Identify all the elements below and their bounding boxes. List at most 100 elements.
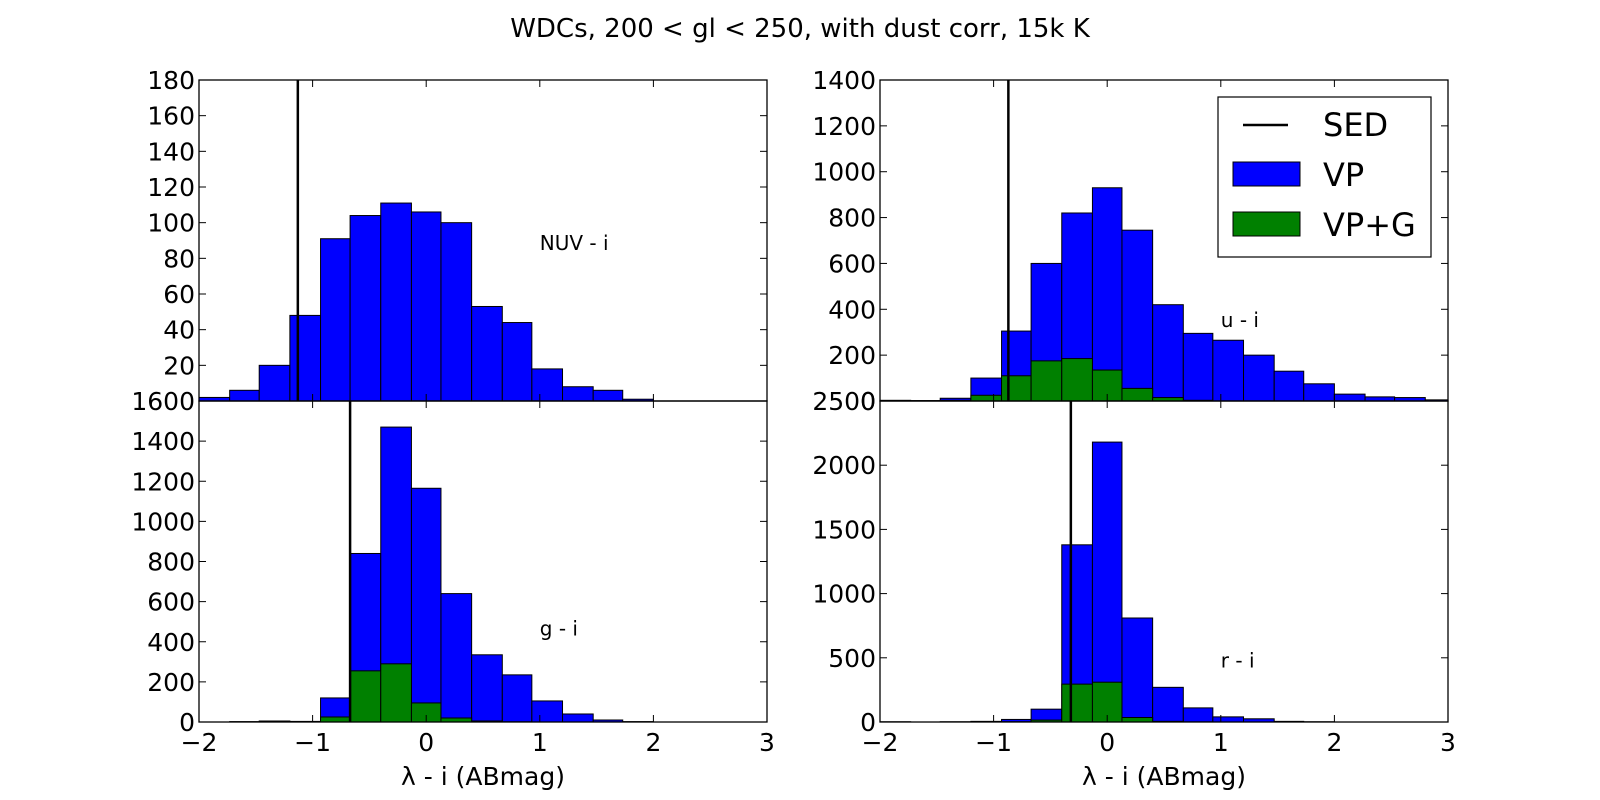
- bar-vp-g-8: [1121, 717, 1154, 722]
- bar-vp-4: [320, 238, 351, 401]
- bar-vp-12: [562, 386, 594, 401]
- bar-vp-g-8: [1121, 387, 1154, 401]
- figure-title: WDCs, 200 < gl < 250, with dust corr, 15…: [510, 14, 1091, 44]
- bar-vp-8: [1121, 229, 1154, 401]
- ytick-label: 0: [179, 708, 195, 737]
- panel-annotation: g - i: [540, 616, 578, 640]
- ytick-label: 1000: [812, 580, 876, 609]
- bar-vp-g-6: [1061, 358, 1093, 401]
- xtick-label: 3: [759, 728, 775, 757]
- legend-vp-label: VP: [1323, 156, 1364, 194]
- bar-vp-15: [1333, 393, 1366, 401]
- bar-vp-6: [380, 202, 412, 401]
- panel-annotation: u - i: [1221, 308, 1259, 332]
- ytick-label: 0: [860, 387, 876, 416]
- xtick-label: 1: [532, 728, 548, 757]
- ytick-label: 180: [147, 66, 195, 95]
- xtick-label: 2: [645, 728, 661, 757]
- bar-vp-13: [592, 389, 624, 401]
- bar-vp-g-5: [1030, 360, 1063, 401]
- panel-top-right: 0 200 400 600 800 1000 1200 1400 u - i: [812, 66, 1449, 416]
- ytick-label: 2500: [812, 387, 876, 416]
- panel-annotation: r - i: [1221, 648, 1255, 672]
- bar-vp-7: [1091, 187, 1123, 401]
- ytick-label: 1400: [812, 66, 876, 95]
- ytick-label: 100: [147, 209, 195, 238]
- ytick-label: 160: [147, 102, 195, 131]
- legend-sed-label: SED: [1323, 106, 1388, 144]
- bar-vp-g-6: [1061, 683, 1093, 722]
- bar-vp-10: [501, 674, 533, 722]
- plot-area: [880, 401, 1335, 722]
- bar-vp-2: [258, 364, 291, 401]
- bar-vp-g-5: [349, 670, 382, 722]
- legend-vp-swatch: [1232, 161, 1301, 187]
- xtick-label: 0: [1099, 728, 1115, 757]
- ytick-label: 1500: [812, 515, 876, 544]
- ytick-label: 1000: [812, 158, 876, 187]
- bar-vp-8: [440, 222, 473, 401]
- bar-vp-11: [531, 700, 564, 722]
- ytick-label: 400: [828, 295, 876, 324]
- ytick-label: 40: [163, 316, 195, 345]
- axes-frame: [879, 400, 1449, 723]
- ytick-label: 120: [147, 173, 195, 202]
- ytick-label: 2000: [812, 451, 876, 480]
- ytick-label: 1400: [131, 427, 195, 456]
- bar-vp-11: [1212, 339, 1245, 401]
- ytick-label: 500: [828, 644, 876, 673]
- bar-vp-13: [1273, 370, 1305, 401]
- xtick-label: −1: [975, 728, 1012, 757]
- bar-vp-14: [1303, 383, 1335, 401]
- panel-annotation: NUV - i: [540, 231, 609, 255]
- bar-vp-8: [1121, 617, 1154, 722]
- ytick-label: 0: [860, 708, 876, 737]
- bar-vp-7: [1091, 441, 1123, 722]
- bar-vp-10: [1182, 707, 1214, 722]
- xtick-label: 0: [418, 728, 434, 757]
- ytick-label: 1600: [131, 387, 195, 416]
- panel-top-left: 20 40 60 80 100 120 140 160 180 NUV - i: [147, 66, 768, 402]
- ytick-label: 600: [147, 588, 195, 617]
- bar-vp-g-6: [380, 663, 412, 722]
- bar-vp-7: [410, 487, 442, 722]
- bar-vp-g-4: [320, 716, 351, 722]
- legend-vpg-swatch: [1232, 211, 1301, 237]
- plot-area: [880, 80, 1448, 401]
- ytick-label: 1200: [812, 112, 876, 141]
- bar-vp-11: [531, 368, 564, 401]
- ytick-label: 400: [147, 628, 195, 657]
- plot-area: [229, 401, 654, 722]
- bar-vp-3: [289, 314, 322, 401]
- plot-area: [199, 80, 654, 401]
- x-axis-label: λ - i (ABmag): [1082, 762, 1246, 791]
- bar-vp-11: [1212, 716, 1245, 722]
- xtick-label: −2: [181, 728, 218, 757]
- bar-vp-13: [592, 719, 624, 722]
- bar-vp-9: [1152, 686, 1184, 722]
- ytick-label: 200: [828, 341, 876, 370]
- panel-bottom-left: 0 200 400 600 800 1000 1200 1400 1600 −2 −1 0 1 2 3 g -…: [131, 387, 775, 791]
- bar-vp-10: [1182, 332, 1214, 401]
- bar-vp-12: [1243, 354, 1275, 401]
- ytick-label: 800: [828, 204, 876, 233]
- ytick-label: 800: [147, 548, 195, 577]
- x-axis-label: λ - i (ABmag): [401, 762, 565, 791]
- bar-vp-12: [562, 713, 594, 722]
- ytick-label: 80: [163, 244, 195, 273]
- xtick-label: 2: [1326, 728, 1342, 757]
- bar-vp-9: [1152, 304, 1184, 401]
- legend-vpg-label: VP+G: [1323, 206, 1416, 244]
- bar-vp-9: [471, 654, 503, 722]
- ytick-label: 600: [828, 249, 876, 278]
- bar-vp-9: [471, 305, 503, 401]
- ytick-label: 1000: [131, 507, 195, 536]
- ytick-label: 60: [163, 280, 195, 309]
- xtick-label: 3: [1440, 728, 1456, 757]
- ytick-label: 1200: [131, 467, 195, 496]
- xtick-label: 1: [1213, 728, 1229, 757]
- xtick-label: −1: [294, 728, 331, 757]
- panel-bottom-right: 0 500 1000 1500 2000 2500 −2 −1 0 1 2 3 r - i λ - i (…: [812, 387, 1456, 791]
